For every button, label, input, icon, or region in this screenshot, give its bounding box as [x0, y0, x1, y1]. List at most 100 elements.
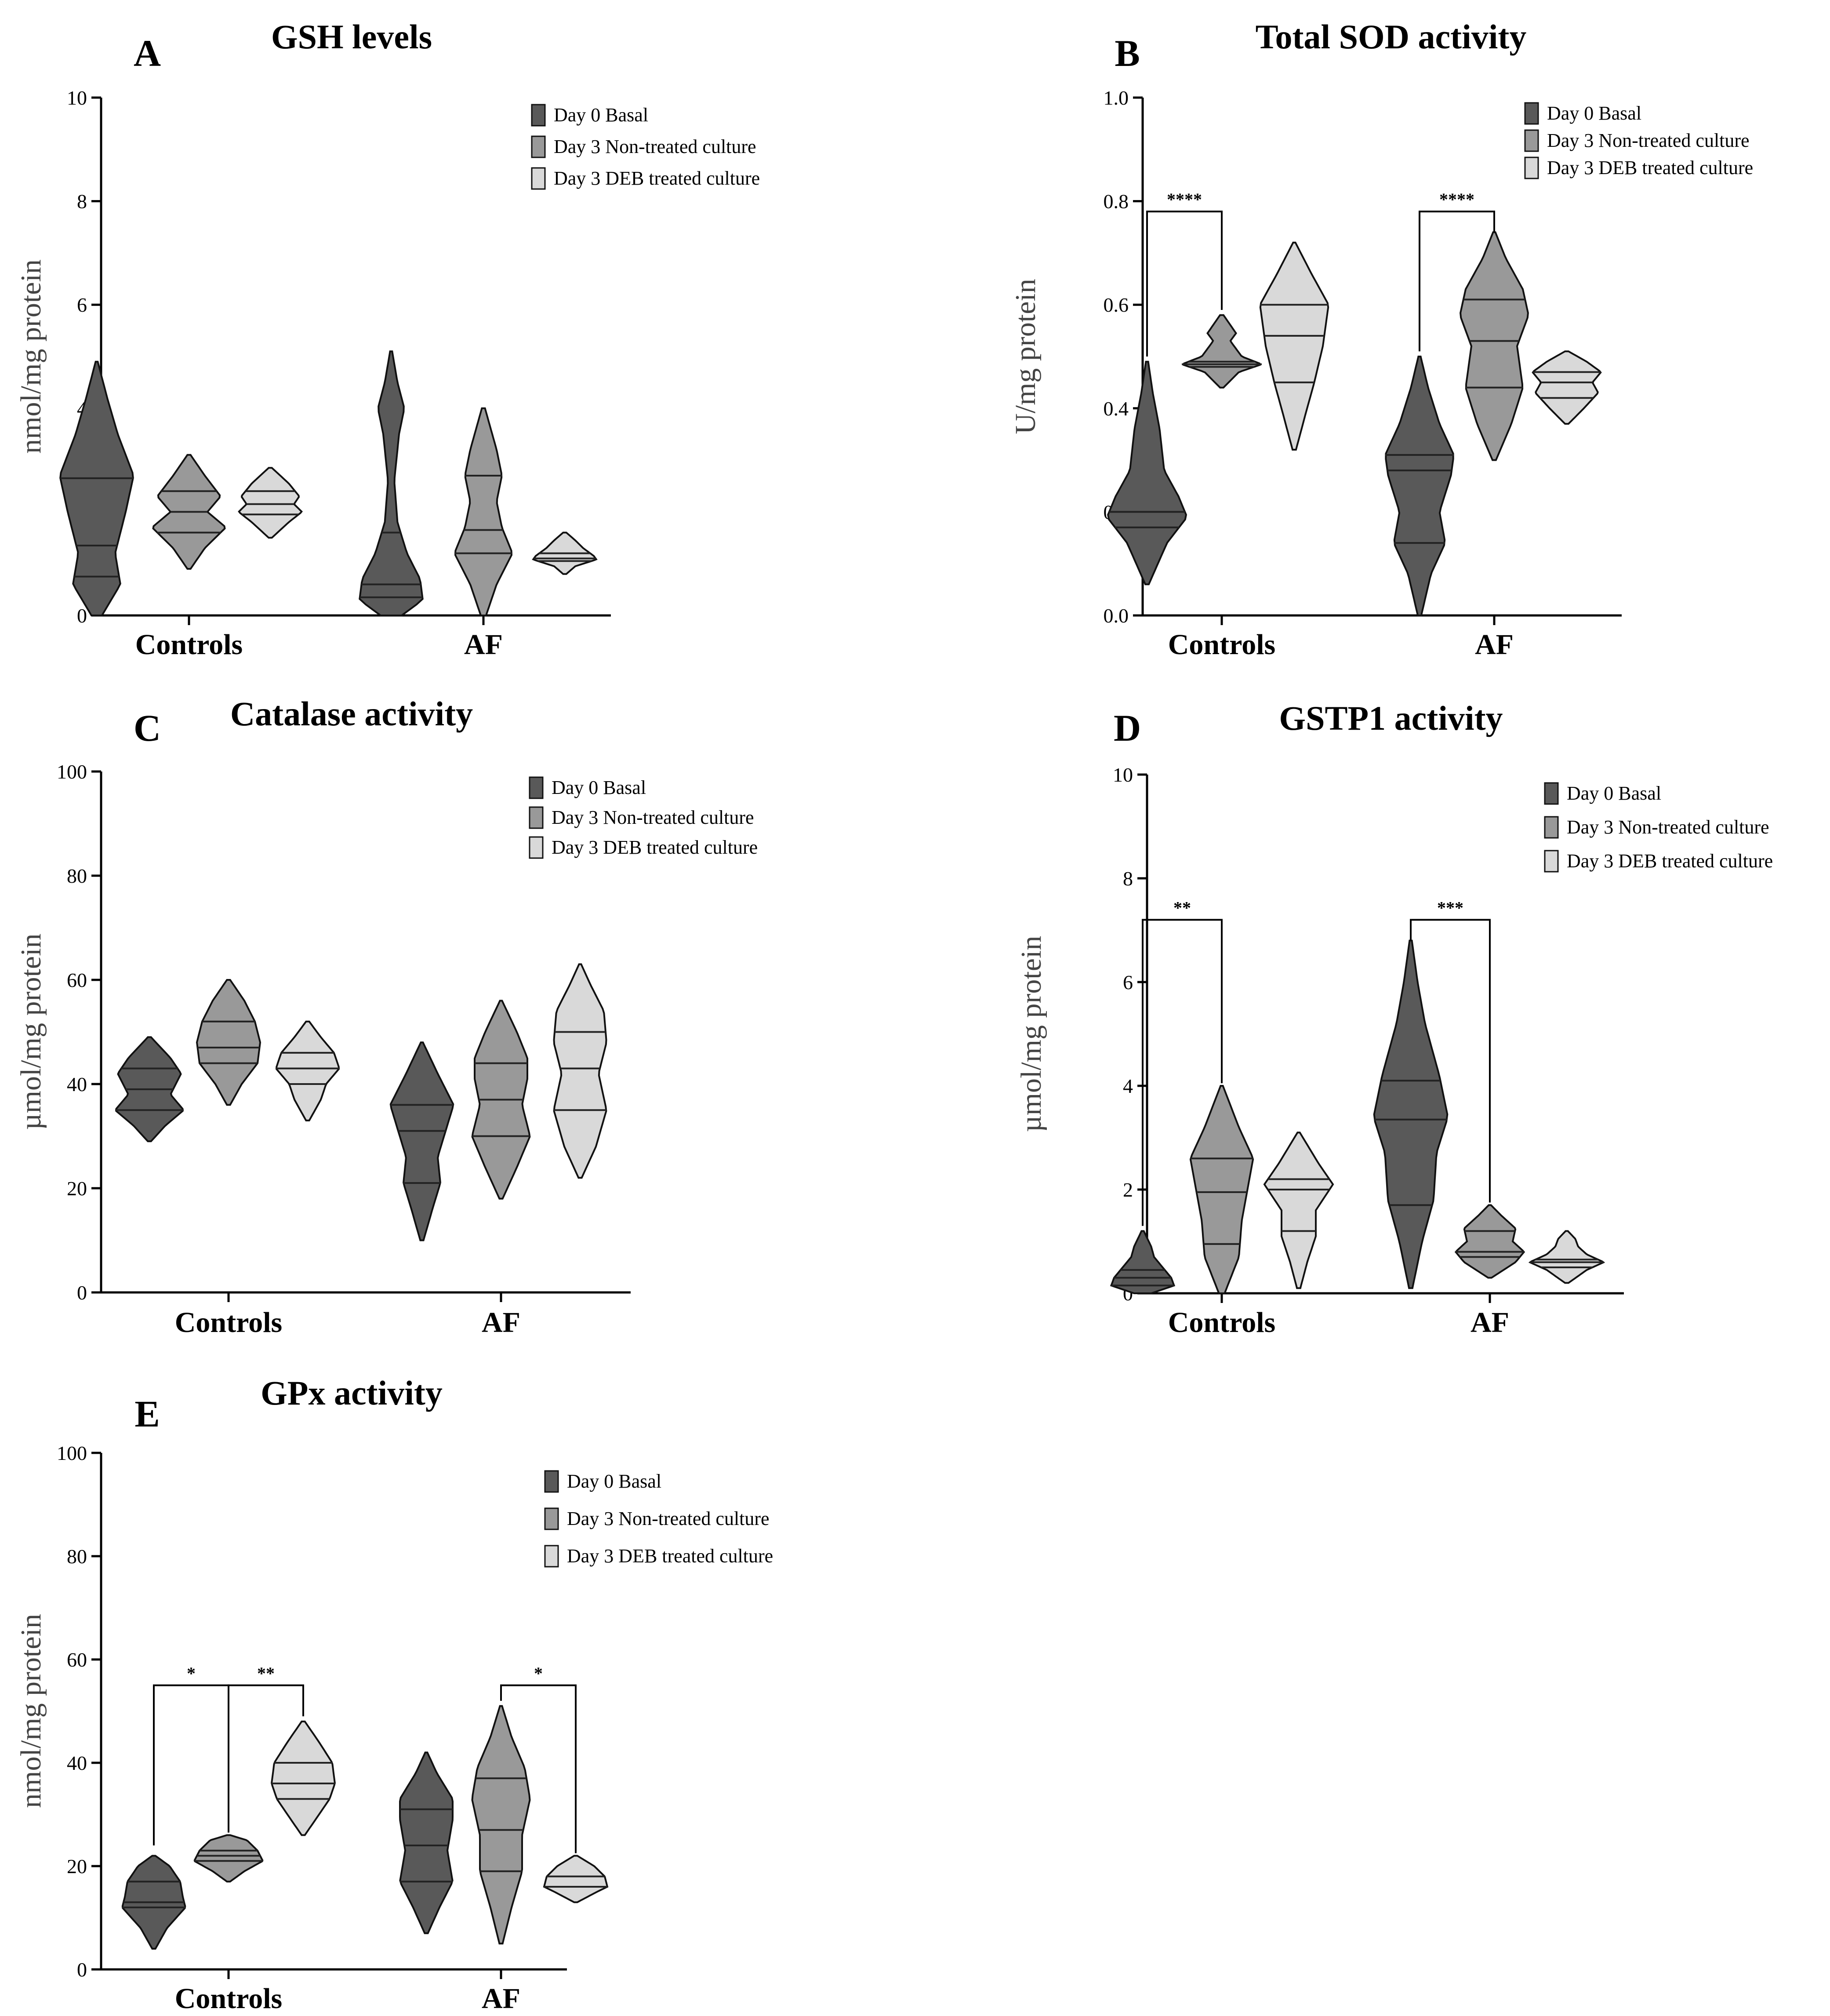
panel-letter: D: [1114, 707, 1141, 749]
y-tick-label: 80: [67, 865, 87, 887]
legend-label: Day 0 Basal: [1567, 782, 1661, 804]
legend-label: Day 3 Non-treated culture: [552, 807, 754, 828]
legend-swatch: [1524, 156, 1539, 179]
panel-c: C Catalase activity 0 20 40 60 80 100 µmol/mg pr…: [15, 695, 758, 1339]
y-tick-label: 20: [67, 1855, 87, 1878]
legend-label: Day 0 Basal: [554, 104, 648, 126]
legend-label: Day 3 Non-treated culture: [1547, 130, 1750, 151]
y-tick-label: 1.0: [1104, 87, 1129, 109]
legend-swatch: [1544, 850, 1559, 873]
y-axis-label: nmol/mg protein: [15, 259, 47, 454]
legend-swatch: [529, 806, 544, 829]
y-tick-label: 80: [67, 1545, 87, 1568]
significance-bracket: [1410, 919, 1491, 1203]
y-axis-label: U/mg protein: [1009, 279, 1042, 434]
y-tick-label: 20: [67, 1177, 87, 1200]
violin: [1189, 1085, 1254, 1294]
x-tick-label: AF: [1471, 1306, 1509, 1339]
significance-label: **: [1173, 898, 1191, 917]
y-tick-label: 8: [77, 190, 87, 213]
violin: [238, 467, 303, 539]
y-tick-label: 4: [1123, 1075, 1133, 1097]
chart-title: GSTP1 activity: [1279, 699, 1503, 737]
y-tick-label: 6: [1123, 971, 1133, 993]
legend-label: Day 3 DEB treated culture: [1547, 157, 1753, 178]
y-tick-label: 40: [67, 1752, 87, 1774]
panel-letter: A: [134, 32, 161, 74]
y-tick-label: 100: [57, 1442, 87, 1464]
legend-swatch: [544, 1507, 559, 1530]
chart-title: GSH levels: [271, 18, 432, 56]
legend-swatch: [1524, 129, 1539, 152]
y-axis-label: µmol/mg protein: [15, 934, 47, 1130]
legend-label: Day 3 DEB treated culture: [552, 837, 758, 858]
significance-label: ***: [1437, 898, 1463, 917]
significance-label: ****: [1439, 189, 1474, 209]
violin: [1259, 241, 1329, 451]
y-axis-label: nmol/mg protein: [15, 1614, 47, 1808]
y-tick-label: 10: [67, 87, 87, 109]
legend-swatch: [1524, 102, 1539, 125]
significance-label: *: [187, 1663, 196, 1683]
x-tick-label: AF: [1475, 629, 1514, 661]
panel-letter: C: [134, 707, 161, 749]
violin: [471, 1705, 531, 1945]
x-tick-label: Controls: [175, 1306, 282, 1339]
significance-bracket: [1419, 211, 1495, 352]
violin: [1110, 1230, 1176, 1294]
legend-label: Day 3 DEB treated culture: [1567, 850, 1773, 872]
y-tick-label: 6: [77, 294, 87, 316]
x-tick-label: Controls: [1168, 1306, 1275, 1339]
significance-label: *: [534, 1663, 543, 1683]
violin: [1532, 350, 1602, 425]
legend-label: Day 0 Basal: [567, 1470, 661, 1492]
violin: [271, 1721, 336, 1836]
y-tick-label: 10: [1113, 764, 1133, 786]
significance-bracket: [1142, 919, 1223, 1226]
y-tick-label: 40: [67, 1073, 87, 1095]
legend-label: Day 0 Basal: [552, 777, 646, 798]
violin: [1373, 939, 1449, 1289]
y-tick-label: 0.8: [1104, 190, 1129, 213]
violin: [1107, 360, 1187, 586]
x-tick-label: Controls: [135, 629, 243, 661]
y-tick-label: 0.6: [1104, 294, 1129, 316]
legend-label: Day 3 Non-treated culture: [554, 136, 756, 157]
y-tick-label: 0.4: [1104, 397, 1129, 420]
violin: [196, 979, 261, 1106]
legend-swatch: [529, 776, 544, 799]
violin: [1182, 314, 1261, 389]
x-tick-label: Controls: [175, 1983, 282, 2015]
legend-swatch: [529, 836, 544, 859]
x-tick-label: AF: [464, 629, 503, 661]
chart-title: Total SOD activity: [1256, 18, 1527, 56]
significance-bracket: [153, 1684, 229, 1845]
violin: [359, 350, 424, 616]
violin: [275, 1020, 340, 1121]
x-tick-label: Controls: [1168, 629, 1275, 661]
y-axis-label: µmol/mg protein: [1015, 936, 1047, 1132]
legend-swatch: [531, 167, 546, 190]
y-tick-label: 8: [1123, 867, 1133, 890]
violin: [399, 1751, 454, 1934]
violin: [1460, 231, 1529, 461]
x-tick-label: AF: [482, 1983, 520, 2015]
panel-letter: E: [134, 1393, 160, 1435]
significance-label: **: [257, 1663, 275, 1683]
chart-title: Catalase activity: [230, 695, 473, 733]
panel-e: E GPx activity 0 20 40 60 80 100 nmol/mg protein…: [15, 1374, 773, 2015]
x-tick-label: AF: [482, 1306, 520, 1339]
y-tick-label: 0: [77, 1958, 87, 1981]
violin: [1385, 356, 1454, 616]
y-tick-label: 2: [1123, 1179, 1133, 1201]
legend-label: Day 0 Basal: [1547, 102, 1641, 124]
y-tick-label: 60: [67, 1648, 87, 1671]
legend-label: Day 3 Non-treated culture: [1567, 816, 1769, 838]
chart-title: GPx activity: [261, 1374, 443, 1412]
significance-bracket: [1146, 211, 1223, 357]
y-tick-label: 0: [77, 604, 87, 627]
